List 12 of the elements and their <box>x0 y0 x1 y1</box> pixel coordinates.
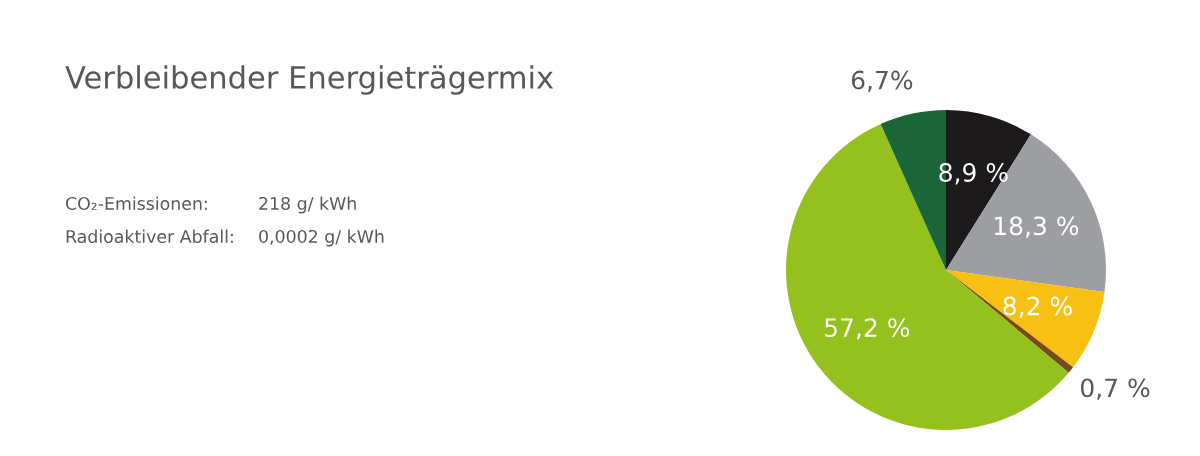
text: Radioaktiver Abfall: <box>66 229 233 244</box>
text: 0,0002 g/ kWh <box>259 229 384 247</box>
data-label: 0,7 % <box>1080 378 1150 400</box>
text: CO₂-Emissionen: <box>65 196 207 211</box>
data-label: 57,2 % <box>825 318 910 340</box>
data-label: 8,2 % <box>1003 296 1072 319</box>
text: 218 g/ kWh <box>259 196 356 214</box>
pie-slice <box>946 270 1105 368</box>
data-label: 6,7% <box>851 70 913 93</box>
data-label: 18,3 % <box>994 216 1079 238</box>
data-label: 8,9 % <box>939 163 1008 185</box>
text: Verbleibender Energieträgermix <box>65 65 554 95</box>
